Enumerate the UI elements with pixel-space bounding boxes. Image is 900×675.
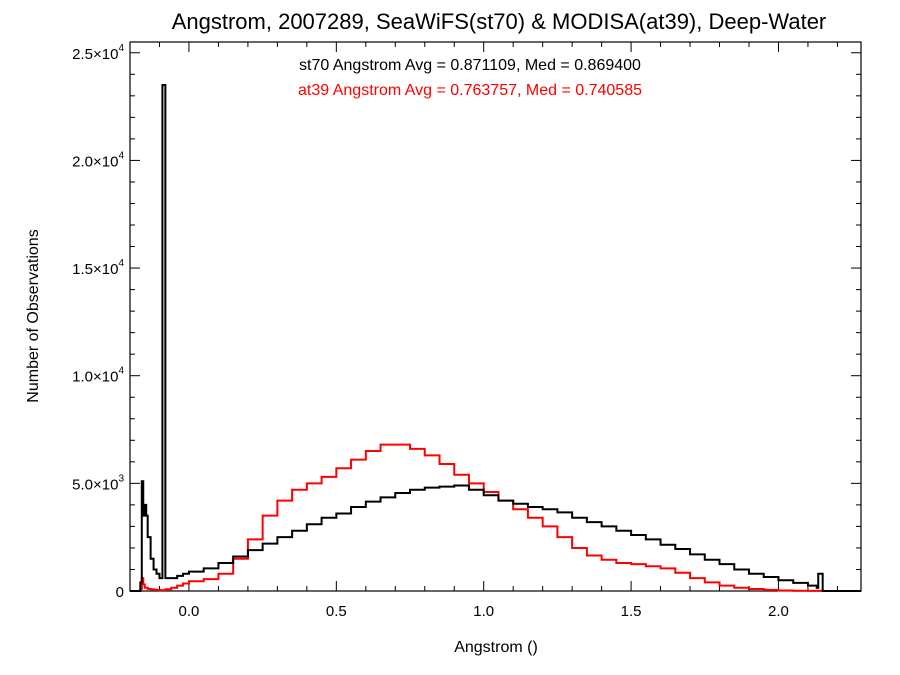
series-group xyxy=(130,84,861,592)
chart-title: Angstrom, 2007289, SeaWiFS(st70) & MODIS… xyxy=(172,9,827,34)
st70-stats-annotation: st70 Angstrom Avg = 0.871109, Med = 0.86… xyxy=(299,57,641,74)
x-tick-label: 1.0 xyxy=(473,603,494,620)
x-tick-label: 2.0 xyxy=(768,603,789,620)
x-tick-label: 0.5 xyxy=(326,603,347,620)
y-tick-label: 1.5×104 xyxy=(72,258,124,278)
y-tick-label: 1.0×104 xyxy=(72,366,124,386)
y-tick-label: 0 xyxy=(116,584,124,601)
x-axis-label: Angstrom () xyxy=(454,639,538,656)
plot-frame xyxy=(129,41,862,592)
st70-histogram-line xyxy=(130,84,861,592)
y-tick-label: 2.5×104 xyxy=(72,43,124,63)
x-tick-label: 0.0 xyxy=(179,603,200,620)
y-tick-label: 2.0×104 xyxy=(72,150,124,170)
at39-stats-annotation: at39 Angstrom Avg = 0.763757, Med = 0.74… xyxy=(298,82,642,99)
y-tick-label: 5.0×103 xyxy=(72,473,124,493)
at39-histogram-line xyxy=(130,443,861,592)
axis-ticks: 0.0 0.5 1.0 1.5 2.0 0 5.0×103 1.0×104 1.5×104 2.0… xyxy=(72,42,861,620)
x-tick-label: 1.5 xyxy=(621,603,642,620)
y-axis-label: Number of Observations xyxy=(25,229,42,402)
